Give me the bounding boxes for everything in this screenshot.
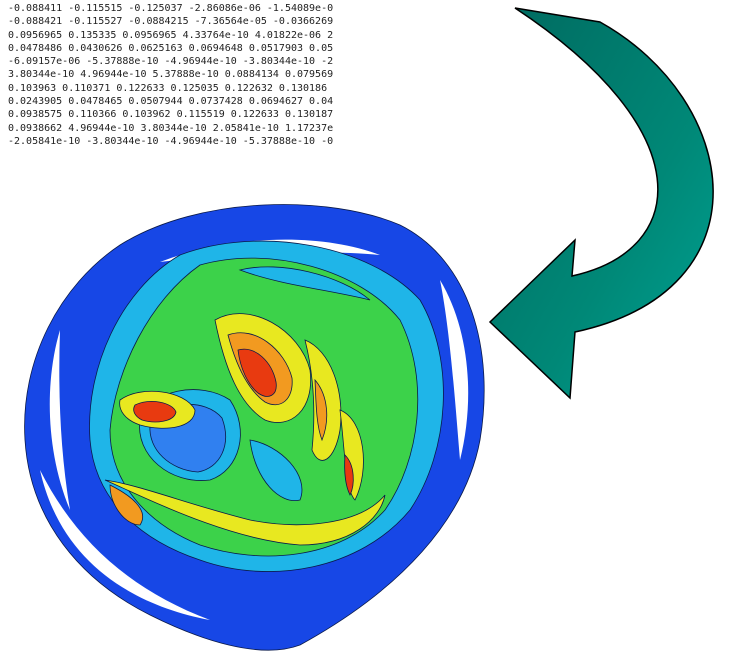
data-line: 0.0243905 0.0478465 0.0507944 0.0737428 …: [8, 96, 334, 108]
numeric-data-block: -0.088411 -0.115515 -0.125037 -2.86086e-…: [8, 2, 398, 160]
data-line: -0.088411 -0.115515 -0.125037 -2.86086e-…: [8, 3, 334, 14]
contour-plot: [24, 204, 485, 651]
data-line: 0.0956965 0.135335 0.0956965 4.33764e-10…: [8, 29, 334, 41]
data-line: 3.80344e-10 4.96944e-10 5.37888e-10 0.08…: [8, 69, 334, 81]
data-line: -0.088421 -0.115527 -0.0884215 -7.36564e…: [8, 16, 334, 28]
data-line: 0.0938662 4.96944e-10 3.80344e-10 2.0584…: [8, 122, 334, 134]
data-line: -6.09157e-06 -5.37888e-10 -4.96944e-10 -…: [8, 56, 334, 68]
data-line: 0.0478486 0.0430626 0.0625163 0.0694648 …: [8, 42, 334, 54]
data-line: 0.103963 0.110371 0.122633 0.125035 0.12…: [8, 82, 328, 94]
data-line: -2.05841e-10 -3.80344e-10 -4.96944e-10 -…: [8, 135, 334, 147]
curved-arrow: [488, 7, 714, 400]
data-line: 0.0938575 0.110366 0.103962 0.115519 0.1…: [8, 109, 334, 121]
